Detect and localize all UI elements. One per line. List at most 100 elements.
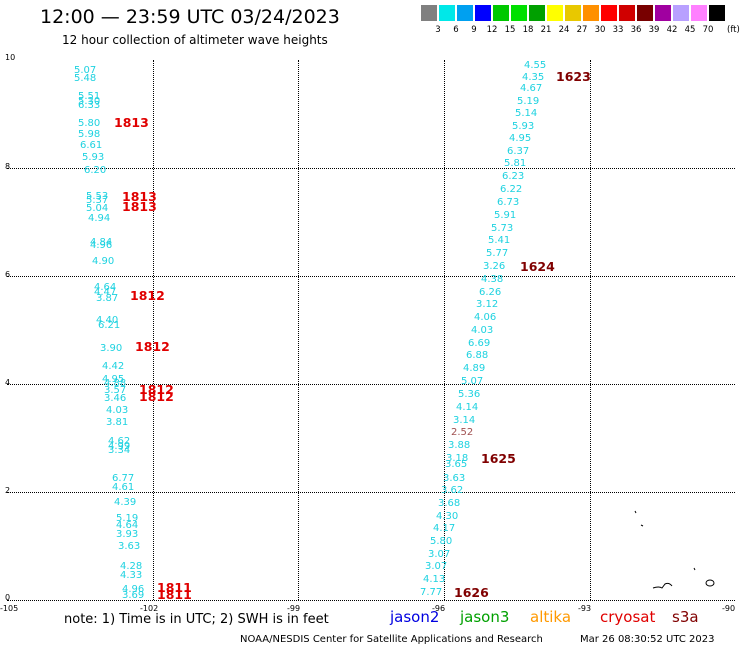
wave-height-value: 4.95: [509, 133, 532, 144]
color-swatch: [439, 5, 455, 21]
wave-height-value: 4.55: [524, 60, 547, 71]
wave-height-value: 3.26: [483, 261, 506, 272]
wave-height-value: 6.26: [479, 287, 502, 298]
wave-height-value: 5.93: [82, 152, 105, 163]
color-swatch: [691, 5, 707, 21]
wave-height-value: 4.03: [106, 405, 129, 416]
wave-height-value: 4.95: [102, 374, 125, 385]
color-scale-label: 3: [435, 25, 441, 35]
wave-height-value: 6.23: [502, 171, 525, 182]
wave-height-value: 6.77: [112, 473, 135, 484]
wave-height-value: 4.64: [116, 520, 139, 531]
wave-height-value: 3.90: [100, 343, 123, 354]
track-time-label: 1623: [556, 69, 591, 84]
x-axis-label: -93: [578, 604, 592, 613]
track-time-label: 1812: [135, 339, 170, 354]
y-axis-label: 8: [5, 162, 11, 171]
wave-height-value: 5.07: [461, 376, 484, 387]
credit-line: NOAA/NESDIS Center for Satellite Applica…: [240, 634, 543, 645]
wave-height-value: 4.64: [94, 282, 117, 293]
wave-height-value: 4.30: [436, 511, 459, 522]
wave-height-value: 4.89: [463, 363, 486, 374]
wave-height-value: 5.80: [430, 536, 453, 547]
wave-height-value: 5.51: [78, 91, 101, 102]
wave-height-value: 3.46: [104, 393, 127, 404]
track-time-label: 1624: [520, 259, 555, 274]
wave-height-value: 3.65: [445, 459, 468, 470]
color-scale-label: 42: [666, 25, 678, 35]
color-swatch: [673, 5, 689, 21]
gridline-lat-4: [7, 384, 735, 385]
x-axis-label: -102: [140, 604, 159, 613]
color-scale-label: 12: [486, 25, 498, 35]
track-time-label: 1813: [114, 115, 149, 130]
color-swatch: [709, 5, 725, 21]
wave-height-value: 4.38: [481, 274, 504, 285]
wave-height-value: 4.96: [122, 584, 145, 595]
color-swatch: [583, 5, 599, 21]
gridline-lat-0: [7, 600, 735, 601]
track-time-label: 1811: [157, 580, 192, 595]
wave-height-value: 6.61: [80, 140, 103, 151]
wave-height-value: 5.19: [116, 513, 139, 524]
satellite-name: jason3: [460, 608, 510, 626]
wave-height-value: 4.17: [433, 523, 456, 534]
gridline-lon-96: [444, 60, 445, 600]
wave-height-value: 4.62: [108, 436, 131, 447]
x-axis-label: -105: [0, 604, 19, 613]
y-axis-label: 6: [5, 270, 11, 279]
color-swatch: [637, 5, 653, 21]
gridline-lat-8: [7, 168, 735, 169]
wave-height-value: 3.62: [441, 485, 464, 496]
x-axis-label: -90: [722, 604, 736, 613]
wave-height-value: 5.37: [86, 195, 109, 206]
color-swatch: [565, 5, 581, 21]
color-swatch: [547, 5, 563, 21]
wave-height-value: 5.30: [78, 96, 101, 107]
color-scale-label: 33: [612, 25, 624, 35]
wave-height-value: 4.39: [114, 497, 137, 508]
color-scale-label: 21: [540, 25, 552, 35]
wave-height-value: 3.69: [122, 590, 145, 601]
wave-height-value: 3.12: [476, 299, 499, 310]
color-scale-label: 18: [522, 25, 534, 35]
wave-height-value: 6.21: [98, 320, 121, 331]
wave-height-value: 3.07: [425, 561, 448, 572]
color-scale-label: 45: [684, 25, 696, 35]
wave-height-value: 4.90: [92, 256, 115, 267]
wave-height-value: 4.33: [120, 570, 143, 581]
color-scale-label: 70: [702, 25, 714, 35]
wave-height-value: 5.98: [78, 129, 101, 140]
color-scale-label: 24: [558, 25, 570, 35]
wave-height-value: 7.77: [420, 587, 443, 598]
wave-height-value: 3.88: [448, 440, 471, 451]
color-scale-label: 27: [576, 25, 588, 35]
color-scale-label: 15: [504, 25, 516, 35]
wave-height-value: 3.07: [428, 549, 451, 560]
wave-height-value: 5.91: [494, 210, 517, 221]
track-time-label: 1626: [454, 585, 489, 600]
wave-height-value: 2.52: [451, 427, 474, 438]
wave-height-value: 5.36: [458, 389, 481, 400]
wave-height-value: 4.42: [102, 361, 125, 372]
color-swatch: [601, 5, 617, 21]
gridline-lon-99: [298, 60, 299, 600]
gridline-lat-2: [7, 492, 735, 493]
gridline-lon-93: [590, 60, 591, 600]
satellite-name: jason2: [390, 608, 440, 626]
wave-height-value: 6.88: [466, 350, 489, 361]
wave-height-value: 5.07: [74, 65, 97, 76]
wave-height-value: 4.03: [471, 325, 494, 336]
wave-height-value: 5.14: [515, 108, 538, 119]
color-scale-label: 6: [453, 25, 459, 35]
gridline-lat-6: [7, 276, 735, 277]
wave-height-value: 3.68: [438, 498, 461, 509]
color-scale-label: 39: [648, 25, 660, 35]
wave-height-value: 4.35: [522, 72, 545, 83]
color-scale-label: 9: [471, 25, 477, 35]
color-swatch: [511, 5, 527, 21]
wave-height-value: 3.63: [118, 541, 141, 552]
wave-height-value: 3.63: [443, 473, 466, 484]
wave-height-value: 5.73: [491, 223, 514, 234]
x-axis-label: -99: [287, 604, 301, 613]
